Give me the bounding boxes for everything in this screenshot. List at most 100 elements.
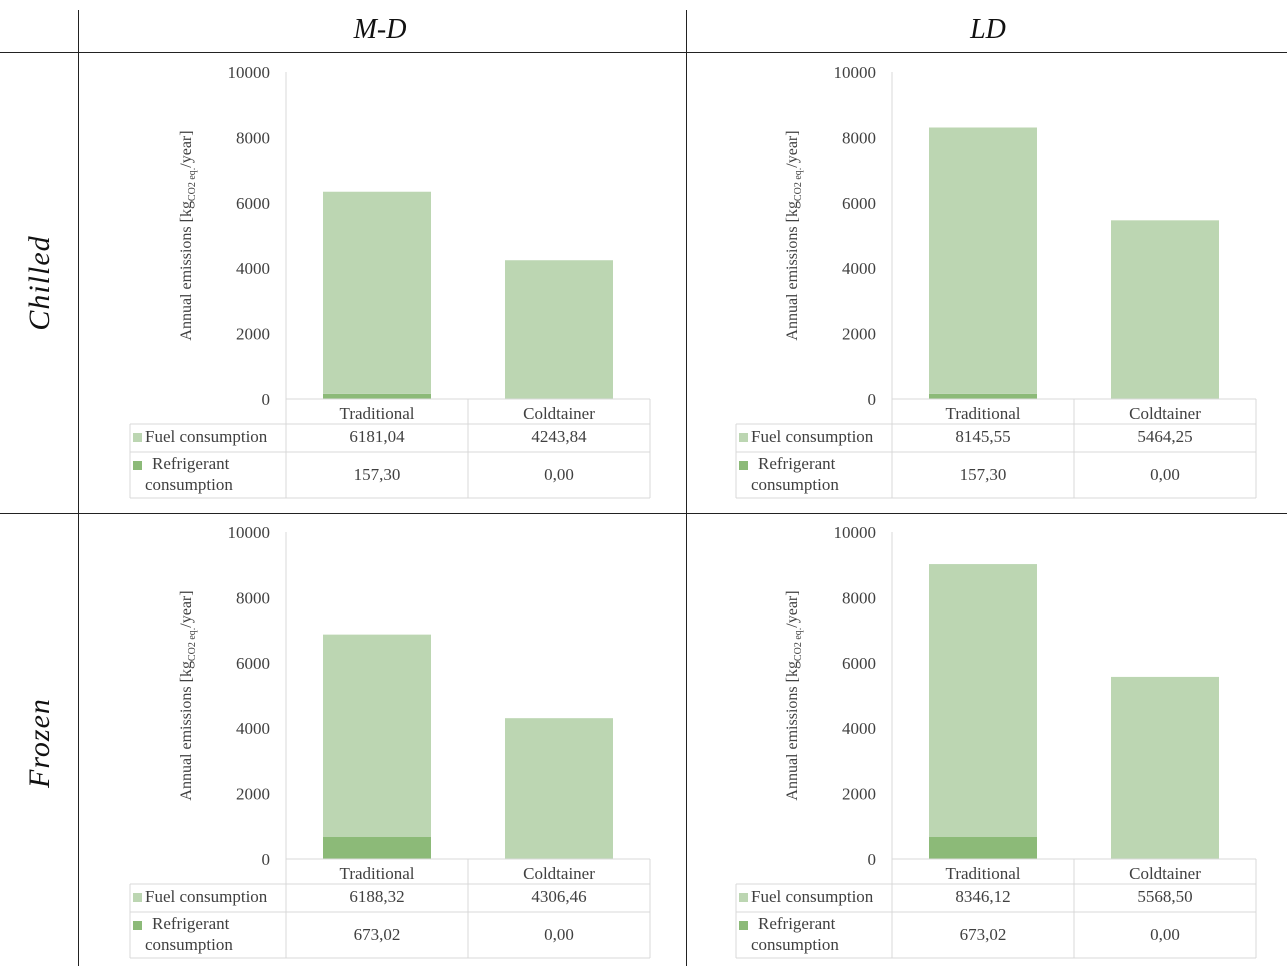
legend-label-refrigerant-line2: consumption [751, 935, 839, 954]
category-label: Coldtainer [1129, 864, 1201, 883]
data-label-refrigerant: 0,00 [1150, 465, 1180, 484]
data-label-fuel: 8145,55 [955, 427, 1010, 446]
legend-swatch-refrigerant [133, 921, 142, 930]
y-axis-label: Annual emissions [kgCO2 eq./year] [784, 590, 804, 800]
data-label-refrigerant: 673,02 [960, 925, 1007, 944]
legend-label-refrigerant-line1: Refrigerant [152, 914, 230, 933]
category-label: Coldtainer [523, 864, 595, 883]
y-tick-label: 2000 [236, 325, 270, 344]
bar-refrigerant [929, 836, 1037, 859]
y-tick-label: 2000 [842, 785, 876, 804]
y-tick-label: 4000 [236, 719, 270, 738]
category-label: Traditional [340, 864, 415, 883]
legend-swatch-fuel [739, 433, 748, 442]
column-header-ld: LD [970, 14, 1006, 45]
y-axis-label-subscript: CO2 eq. [187, 168, 198, 201]
data-label-refrigerant: 157,30 [354, 465, 401, 484]
y-axis-label: Annual emissions [kgCO2 eq./year] [784, 130, 804, 340]
vertical-divider-middle [686, 10, 687, 966]
bar-refrigerant [323, 836, 431, 859]
y-tick-label: 0 [868, 390, 877, 409]
legend-label-refrigerant-line1: Refrigerant [758, 454, 836, 473]
data-label-refrigerant: 157,30 [960, 465, 1007, 484]
data-label-refrigerant: 0,00 [544, 465, 574, 484]
data-label-fuel: 6188,32 [349, 887, 404, 906]
data-label-fuel: 4306,46 [531, 887, 586, 906]
y-tick-label: 10000 [228, 63, 271, 82]
y-tick-label: 6000 [236, 654, 270, 673]
bar-fuel [323, 634, 431, 837]
legend-label-refrigerant-line2: consumption [145, 935, 233, 954]
y-tick-label: 0 [262, 390, 271, 409]
legend-label-refrigerant-line1: Refrigerant [758, 914, 836, 933]
y-tick-label: 0 [262, 850, 271, 869]
legend-swatch-refrigerant [739, 921, 748, 930]
category-label: Coldtainer [1129, 404, 1201, 423]
legend-swatch-fuel [133, 893, 142, 902]
y-axis-label-main: Annual emissions [kg [784, 661, 801, 801]
y-tick-label: 2000 [842, 325, 876, 344]
y-tick-label: 8000 [236, 128, 270, 147]
legend-label-fuel: Fuel consumption [145, 887, 268, 906]
bar-fuel [323, 191, 431, 394]
category-label: Traditional [946, 864, 1021, 883]
y-tick-label: 6000 [842, 654, 876, 673]
data-label-fuel: 4243,84 [531, 427, 587, 446]
y-tick-label: 8000 [236, 588, 270, 607]
bar-fuel [1111, 676, 1219, 859]
data-label-fuel: 5464,25 [1137, 427, 1192, 446]
y-tick-label: 6000 [236, 194, 270, 213]
legend-swatch-fuel [133, 433, 142, 442]
legend-swatch-fuel [739, 893, 748, 902]
y-axis-label-end: /year] [178, 130, 195, 167]
bar-refrigerant [929, 393, 1037, 399]
category-label: Coldtainer [523, 404, 595, 423]
horizontal-divider-rows [0, 513, 1287, 514]
row-header-frozen: Frozen [23, 698, 56, 788]
data-label-fuel: 8346,12 [955, 887, 1010, 906]
y-axis-label-subscript: CO2 eq. [793, 168, 804, 201]
y-axis-label-main: Annual emissions [kg [784, 201, 801, 341]
y-axis-label-main: Annual emissions [kg [178, 661, 195, 801]
chart-chilled-ld: 0 2000 4000 6000 8000 10000 Annual emissions [… [735, 63, 1257, 499]
y-tick-label: 10000 [834, 523, 877, 542]
data-label-refrigerant: 673,02 [354, 925, 401, 944]
legend-swatch-refrigerant [739, 461, 748, 470]
y-tick-label: 10000 [834, 63, 877, 82]
bar-fuel [505, 718, 613, 859]
chart-frozen-md: 0 2000 4000 6000 8000 10000 Annual emissions [… [129, 523, 651, 959]
vertical-divider-left [78, 10, 79, 966]
y-tick-label: 2000 [236, 785, 270, 804]
category-label: Traditional [340, 404, 415, 423]
legend-label-fuel: Fuel consumption [751, 887, 874, 906]
y-tick-label: 4000 [842, 259, 876, 278]
bar-fuel [1111, 220, 1219, 399]
bar-fuel [929, 564, 1037, 837]
y-axis-label: Annual emissions [kgCO2 eq./year] [178, 130, 198, 340]
bar-fuel [505, 260, 613, 399]
data-label-refrigerant: 0,00 [544, 925, 574, 944]
y-tick-label: 6000 [842, 194, 876, 213]
y-tick-label: 4000 [236, 259, 270, 278]
column-header-md: M-D [353, 14, 407, 45]
horizontal-divider-header [0, 52, 1287, 53]
y-tick-label: 10000 [228, 523, 271, 542]
y-axis-label-end: /year] [784, 590, 801, 627]
y-tick-label: 4000 [842, 719, 876, 738]
y-axis-label-subscript: CO2 eq. [187, 628, 198, 661]
category-label: Traditional [946, 404, 1021, 423]
legend-swatch-refrigerant [133, 461, 142, 470]
legend-label-refrigerant-line2: consumption [145, 475, 233, 494]
y-axis-label-subscript: CO2 eq. [793, 628, 804, 661]
legend-label-fuel: Fuel consumption [145, 427, 268, 446]
row-header-chilled: Chilled [23, 235, 56, 331]
chart-chilled-md: 0 2000 4000 6000 8000 10000 Annual emissions [… [129, 63, 651, 499]
y-tick-label: 8000 [842, 128, 876, 147]
data-label-fuel: 6181,04 [349, 427, 405, 446]
chart-frozen-ld: 0 2000 4000 6000 8000 10000 Annual emissions [… [735, 523, 1257, 959]
bar-refrigerant [323, 393, 431, 399]
data-label-refrigerant: 0,00 [1150, 925, 1180, 944]
data-label-fuel: 5568,50 [1137, 887, 1192, 906]
legend-label-fuel: Fuel consumption [751, 427, 874, 446]
y-axis-label: Annual emissions [kgCO2 eq./year] [178, 590, 198, 800]
